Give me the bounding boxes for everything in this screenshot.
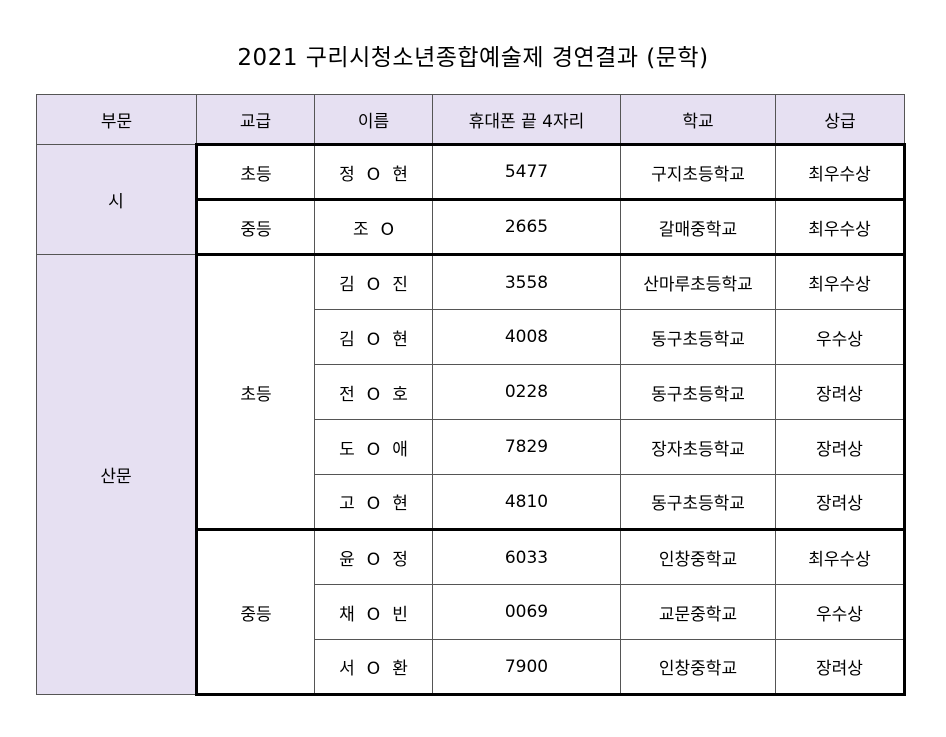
- name-char: 채: [339, 604, 355, 625]
- table-row: 도 O 애 7829 장자초등학교 장려상: [37, 419, 906, 475]
- name-char: 호: [392, 384, 408, 405]
- table-row: 김 O 현 4008 동구초등학교 우수상: [37, 309, 906, 365]
- header-phone: 휴대폰 끝 4자리: [432, 94, 621, 145]
- award-cell: 우수상: [775, 309, 906, 365]
- name-char: 김: [339, 329, 355, 350]
- school-cell: 갈매중학교: [620, 198, 776, 256]
- division-cell: 산문: [36, 254, 197, 695]
- level-cell: 초등: [195, 143, 315, 201]
- award-cell: 장려상: [775, 419, 906, 475]
- award-cell: 최우수상: [775, 198, 906, 256]
- header-award: 상급: [775, 94, 905, 145]
- name-char: 현: [392, 164, 408, 185]
- table-row: 고 O 현 4810 동구초등학교 장려상: [37, 474, 906, 531]
- table-row: 채 O 빈 0069 교문중학교 우수상: [37, 584, 906, 640]
- award-cell: 장려상: [775, 364, 906, 420]
- name-char: O: [366, 659, 381, 679]
- award-cell: 장려상: [775, 639, 906, 696]
- table-row: 중등 윤 O 정 6033 인창중학교 최우수상: [37, 528, 906, 696]
- name-char: 조: [352, 219, 369, 240]
- table-row: 전 O 호 0228 동구초등학교 장려상: [37, 364, 906, 420]
- name-char: 윤: [339, 550, 355, 570]
- award-cell: 장려상: [775, 474, 906, 531]
- header-level: 교급: [196, 94, 315, 145]
- header-row: 부문 교급 이름 휴대폰 끝 4자리 학교 상급: [36, 94, 905, 145]
- name-char: 전: [339, 384, 355, 405]
- phone-cell: 2665: [432, 198, 621, 256]
- name-char: 고: [339, 494, 355, 514]
- name-char: O: [366, 439, 381, 460]
- school-cell: 동구초등학교: [620, 309, 776, 365]
- name-char: 정: [339, 164, 355, 185]
- name-char: O: [366, 494, 381, 514]
- phone-cell: 0228: [432, 364, 621, 420]
- name-char: O: [380, 219, 395, 240]
- award-cell: 최우수상: [775, 528, 906, 585]
- results-table: 부문 교급 이름 휴대폰 끝 4자리 학교 상급 시 초등 정 O 현 5477 구지초등학…: [36, 94, 906, 696]
- header-division: 부문: [36, 94, 197, 145]
- phone-cell: 5477: [432, 143, 621, 201]
- page-title: 2021 구리시청소년종합예술제 경연결과 (문학): [237, 45, 709, 71]
- school-cell: 인창중학교: [620, 639, 776, 696]
- name-char: 빈: [392, 604, 408, 625]
- level-cell: 중등: [195, 528, 315, 696]
- school-cell: 인창중학교: [620, 528, 776, 585]
- name-char: 도: [339, 439, 355, 460]
- school-cell: 장자초등학교: [620, 419, 776, 475]
- header-school: 학교: [620, 94, 776, 145]
- phone-cell: 7829: [432, 419, 621, 475]
- award-cell: 우수상: [775, 584, 906, 640]
- phone-cell: 4008: [432, 309, 621, 365]
- phone-cell: 3558: [432, 253, 621, 310]
- phone-cell: 0069: [432, 584, 621, 640]
- name-char: 애: [392, 439, 408, 460]
- name-char: 현: [392, 494, 408, 514]
- name-char: O: [366, 604, 381, 625]
- award-cell: 최우수상: [775, 253, 906, 310]
- name-char: O: [366, 164, 381, 185]
- school-cell: 구지초등학교: [620, 143, 776, 201]
- school-cell: 동구초등학교: [620, 474, 776, 531]
- phone-cell: 4810: [432, 474, 621, 531]
- name-char: O: [366, 329, 381, 350]
- header-name: 이름: [314, 94, 433, 145]
- school-cell: 산마루초등학교: [620, 253, 776, 310]
- name-char: O: [366, 384, 381, 405]
- phone-cell: 6033: [432, 528, 621, 585]
- name-char: 김: [339, 275, 355, 295]
- table-row: 산문 초등 김 O 진 3558 산마루초등학교 최우수상: [36, 253, 906, 695]
- name-char: 정: [392, 550, 408, 570]
- award-cell: 최우수상: [775, 143, 906, 201]
- level-cell: 중등: [195, 198, 315, 256]
- name-char: O: [366, 275, 381, 295]
- name-char: 환: [392, 659, 408, 679]
- name-char: O: [366, 550, 381, 570]
- table-row: 시 초등 정 O 현 5477 구지초등학교 최우수상: [36, 143, 906, 255]
- level-cell: 초등: [195, 253, 315, 531]
- name-char: 서: [339, 659, 355, 679]
- division-cell: 시: [36, 144, 197, 255]
- school-cell: 교문중학교: [620, 584, 776, 640]
- name-char: 현: [392, 329, 408, 350]
- name-char: 진: [392, 275, 408, 295]
- phone-cell: 7900: [432, 639, 621, 696]
- school-cell: 동구초등학교: [620, 364, 776, 420]
- table-row: 중등 조 O 2665 갈매중학교 최우수상: [37, 198, 906, 256]
- table-row: 서 O 환 7900 인창중학교 장려상: [37, 639, 906, 696]
